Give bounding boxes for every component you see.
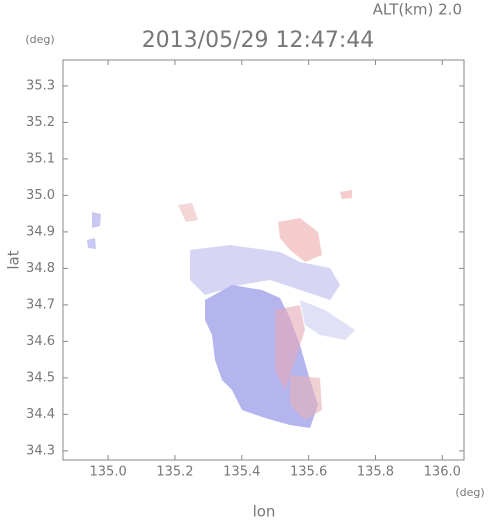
x-tick-label: 135.4 (223, 465, 260, 480)
plot-frame (62, 59, 465, 461)
echo-blob (340, 190, 352, 199)
y-tick-label: 35.1 (26, 151, 55, 166)
y-tick-label: 34.6 (26, 334, 55, 349)
echo-blob (300, 300, 355, 340)
y-unit: (deg) (25, 33, 54, 46)
y-tick-label: 34.3 (26, 443, 55, 458)
echo-blob (178, 203, 198, 222)
chart-title: 2013/05/29 12:47:44 (142, 28, 375, 53)
y-tick-label: 35.0 (26, 188, 55, 203)
x-tick-label: 135.2 (156, 465, 193, 480)
echo-blob (278, 218, 322, 262)
echo-blob (275, 305, 305, 390)
x-tick-label: 135.8 (357, 465, 394, 480)
x-tick-label: 135.0 (90, 465, 127, 480)
x-tick-label: 136.0 (424, 465, 461, 480)
x-unit: (deg) (455, 486, 484, 499)
x-axis-label: lon (253, 503, 276, 521)
altitude-annotation: ALT(km) 2.0 (373, 1, 462, 19)
radar-echo (87, 190, 355, 428)
y-tick-label: 34.8 (26, 261, 55, 276)
echo-blob (290, 375, 322, 420)
y-tick-label: 34.9 (26, 224, 55, 239)
x-tick-label: 135.6 (290, 465, 327, 480)
y-tick-label: 35.2 (26, 115, 55, 130)
y-axis-label: lat (5, 250, 23, 269)
y-tick-label: 34.4 (26, 407, 55, 422)
y-tick-label: 34.5 (26, 370, 55, 385)
echo-blob (87, 212, 101, 249)
y-tick-label: 34.7 (26, 297, 55, 312)
y-tick-label: 35.3 (26, 78, 55, 93)
echo-blob (190, 245, 340, 300)
